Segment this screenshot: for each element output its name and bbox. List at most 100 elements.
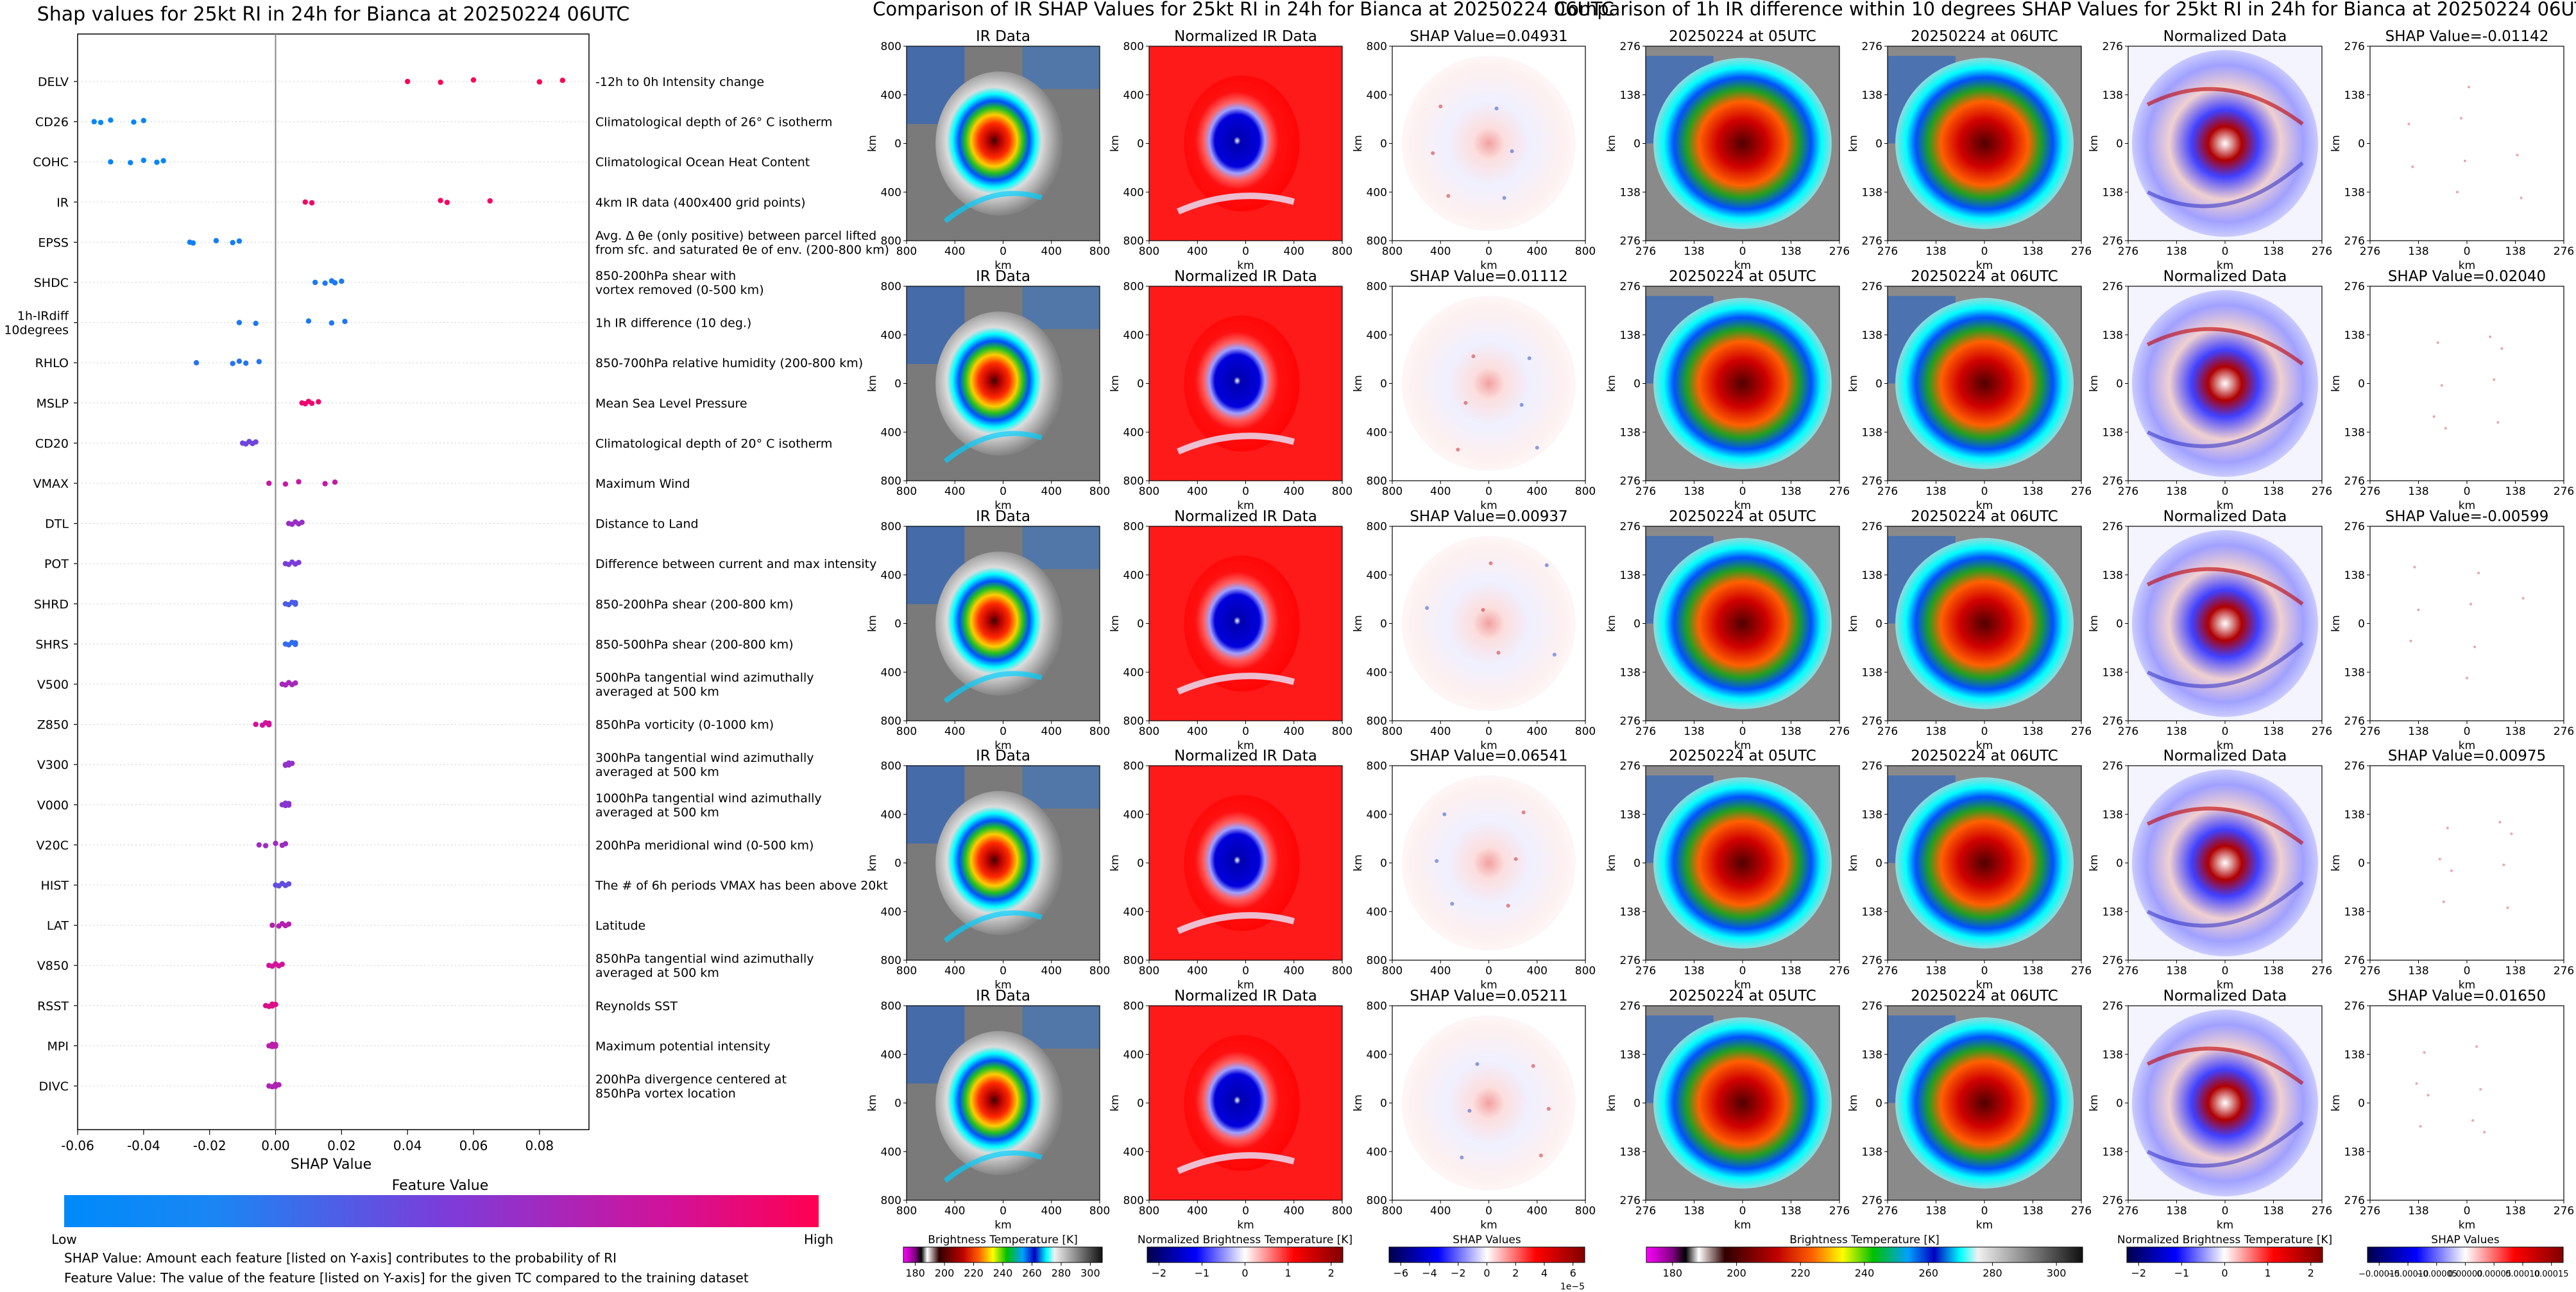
feature-label: DTL	[45, 517, 69, 531]
y-tick-label: 0	[1875, 1098, 1882, 1110]
feature-label: LAT	[47, 919, 69, 933]
cell-background	[2370, 1006, 2564, 1200]
cell-title: Normalized IR Data	[1174, 988, 1317, 1004]
feature-label: CD26	[35, 116, 69, 130]
x-tick-label: 400	[1430, 965, 1451, 978]
x-axis-label: km	[1237, 739, 1254, 752]
diff-field	[2132, 770, 2318, 956]
image-cell: 20250224 at 06UTC27627613813800138138276…	[1847, 508, 2092, 752]
feature-label: V500	[37, 678, 69, 692]
colorbar-tick-label: 240	[1855, 1267, 1875, 1279]
shap-speckle	[2409, 639, 2412, 642]
storm-shape	[1184, 75, 1300, 212]
shap-point	[256, 842, 262, 848]
x-axis-label: km	[2217, 979, 2233, 992]
feature-description: Avg. Δ θe (only positive) between parcel…	[595, 228, 876, 243]
y-tick-label: 276	[2103, 760, 2123, 773]
feature-description: 4km IR data (400x400 grid points)	[595, 196, 806, 210]
cell-title: SHAP Value=0.02040	[2388, 268, 2546, 285]
y-tick-label: 138	[1862, 329, 1882, 342]
y-tick-label: 138	[2344, 186, 2365, 199]
feature-label: SHDC	[34, 276, 69, 290]
x-tick-label: 800	[1089, 1205, 1110, 1218]
y-tick-label: 800	[881, 760, 901, 773]
y-tick-label: 138	[1620, 186, 1641, 199]
y-tick-label: 400	[1123, 1146, 1144, 1158]
x-tick-label: 276	[2312, 245, 2332, 258]
cell-title: Normalized Data	[2163, 988, 2287, 1004]
y-tick-label: 138	[2103, 426, 2123, 439]
y-axis-label: km	[2330, 615, 2342, 632]
shap-speckle	[1546, 1107, 1551, 1111]
x-tick-label: 400	[1430, 725, 1451, 738]
x-tick-label: 0	[1242, 965, 1249, 978]
y-tick-label: 276	[1862, 1000, 1882, 1013]
y-tick-label: 276	[2344, 475, 2365, 488]
y-axis-label: km	[1605, 854, 1618, 871]
cell-title: SHAP Value=0.06541	[1410, 748, 1567, 764]
y-tick-label: 276	[1862, 521, 1882, 533]
cell-background	[2370, 766, 2564, 960]
x-tick-label: 0	[1981, 965, 1988, 978]
y-axis-label: km	[1847, 1094, 1860, 1111]
image-cell: SHAP Value=0.009378008004004000040040080…	[1352, 508, 1596, 752]
shap-point	[293, 640, 298, 646]
shap-point	[256, 359, 262, 365]
feature-label: EPSS	[38, 236, 69, 250]
y-tick-label: 400	[1367, 809, 1387, 822]
x-tick-label: 0.02	[327, 1138, 356, 1153]
x-tick-label: 276	[2312, 485, 2332, 498]
y-axis-label: km	[1352, 615, 1365, 632]
y-axis-label: km	[1847, 615, 1860, 632]
x-tick-label: 0	[1485, 245, 1492, 258]
y-tick-label: 400	[1123, 89, 1144, 102]
colorbar-tick-label: 180	[905, 1267, 925, 1279]
x-tick-label: 276	[2554, 245, 2574, 258]
cell-title: 20250224 at 06UTC	[1911, 988, 2058, 1004]
x-tick-label: 800	[896, 965, 917, 978]
y-tick-label: 800	[1367, 235, 1387, 248]
shap-speckle	[1552, 652, 1557, 657]
x-tick-label: 400	[1041, 1205, 1062, 1218]
y-tick-label: 138	[1620, 809, 1641, 822]
y-tick-label: 0	[2116, 618, 2123, 631]
colorbar-strip	[2126, 1246, 2323, 1263]
y-tick-label: 276	[1862, 40, 1882, 53]
shap-speckle	[2407, 123, 2410, 126]
shap-speckle	[1494, 106, 1499, 110]
x-tick-label: 800	[1575, 485, 1596, 498]
colorbar: Normalized Brightness Temperature [K] −2 −…	[2117, 1234, 2332, 1279]
y-tick-label: 0	[1137, 857, 1144, 870]
colorbar-tick-label: 1	[1285, 1267, 1292, 1279]
x-tick-label: 276	[2554, 485, 2574, 498]
colorbar-tick-label: −6	[1394, 1267, 1409, 1279]
shap-field	[1402, 56, 1576, 231]
y-axis-label: km	[1352, 854, 1365, 871]
spiral-band	[1177, 433, 1295, 455]
shap-point	[328, 320, 335, 326]
shap-point	[190, 240, 196, 246]
feature-description: averaged at 500 km	[595, 805, 719, 820]
shap-speckle	[1496, 650, 1501, 655]
y-tick-label: 138	[1862, 186, 1882, 199]
shap-speckle	[2468, 85, 2471, 89]
y-tick-label: 800	[1367, 1194, 1387, 1207]
spiral-band	[943, 191, 1043, 223]
y-tick-label: 276	[1862, 475, 1882, 488]
y-tick-label: 0	[1875, 857, 1882, 870]
y-tick-label: 400	[881, 186, 901, 199]
x-tick-label: 138	[1925, 965, 1946, 978]
x-tick-label: 800	[1139, 965, 1159, 978]
shap-speckle	[1471, 354, 1476, 359]
x-tick-label: 138	[2166, 485, 2187, 498]
shap-speckle	[2477, 571, 2480, 574]
y-tick-label: 276	[2103, 521, 2123, 533]
shap-speckle	[2427, 1094, 2430, 1097]
y-tick-label: 400	[1123, 329, 1144, 342]
storm-shape	[1184, 1035, 1300, 1171]
colorbar-tick-label: −1	[2174, 1267, 2190, 1279]
storm-shape	[1653, 538, 1832, 709]
x-axis-label: SHAP Value	[291, 1157, 371, 1173]
y-tick-label: 276	[2344, 1000, 2365, 1013]
cell-title: SHAP Value=0.04931	[1410, 28, 1567, 45]
